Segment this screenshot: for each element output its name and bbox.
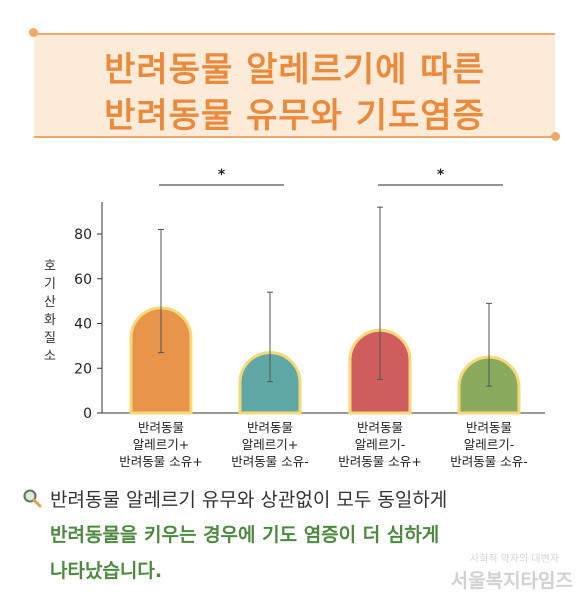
search-icon (23, 489, 42, 508)
y-tick-label: 80 (74, 227, 92, 243)
title-dot-bottom-right (551, 132, 560, 141)
y-tick-label: 20 (74, 361, 92, 377)
title-bottom-rule (34, 136, 555, 138)
x-tick-label: 반려동물 (247, 420, 293, 435)
x-tick-label: 알레르기+ (133, 437, 189, 452)
significance-label: * (437, 167, 445, 183)
title-box (34, 33, 555, 138)
title-line-1: 반려동물 알레르기에 따른 (104, 50, 485, 90)
y-axis-label-char: 소 (44, 349, 56, 364)
y-tick-label: 60 (74, 272, 92, 288)
x-tick-label: 반려동물 소유+ (338, 454, 421, 469)
caption-line-1: 반려동물 알레르기 유무와 상관없이 모두 동일하게 (50, 489, 448, 511)
x-tick-label: 반려동물 (466, 420, 512, 435)
x-tick-label: 반려동물 (138, 420, 184, 435)
y-axis-label-char: 산 (44, 295, 56, 310)
y-tick-label: 40 (74, 317, 92, 333)
title-dot-top-left (29, 28, 38, 37)
significance-label: * (218, 167, 226, 183)
title-line-2: 반려동물 유무와 기도염증 (104, 96, 485, 136)
y-axis-label-char: 질 (44, 331, 56, 346)
caption-line-3: 나타났습니다. (50, 560, 163, 582)
caption-line-2: 반려동물을 키우는 경우에 기도 염증이 더 심하게 (50, 524, 440, 546)
x-tick-label: 알레르기- (464, 437, 515, 452)
bar (238, 351, 302, 415)
x-tick-label: 반려동물 (357, 420, 403, 435)
watermark-subtitle: 사회적 약자의 대변자 (469, 554, 559, 565)
x-tick-label: 반려동물 소유- (231, 454, 308, 469)
y-tick-label: 0 (83, 406, 92, 422)
title-top-rule (34, 33, 555, 35)
bar (129, 306, 193, 415)
x-tick-label: 알레르기+ (242, 437, 298, 452)
x-tick-label: 반려동물 소유+ (119, 454, 202, 469)
y-axis-label-char: 기 (44, 277, 56, 292)
y-axis-label-char: 호 (44, 259, 56, 274)
y-axis-label-char: 화 (44, 313, 56, 328)
x-tick-label: 반려동물 소유- (450, 454, 527, 469)
watermark-logo: 서울복지타임즈 (450, 570, 573, 592)
x-tick-label: 알레르기- (355, 437, 406, 452)
